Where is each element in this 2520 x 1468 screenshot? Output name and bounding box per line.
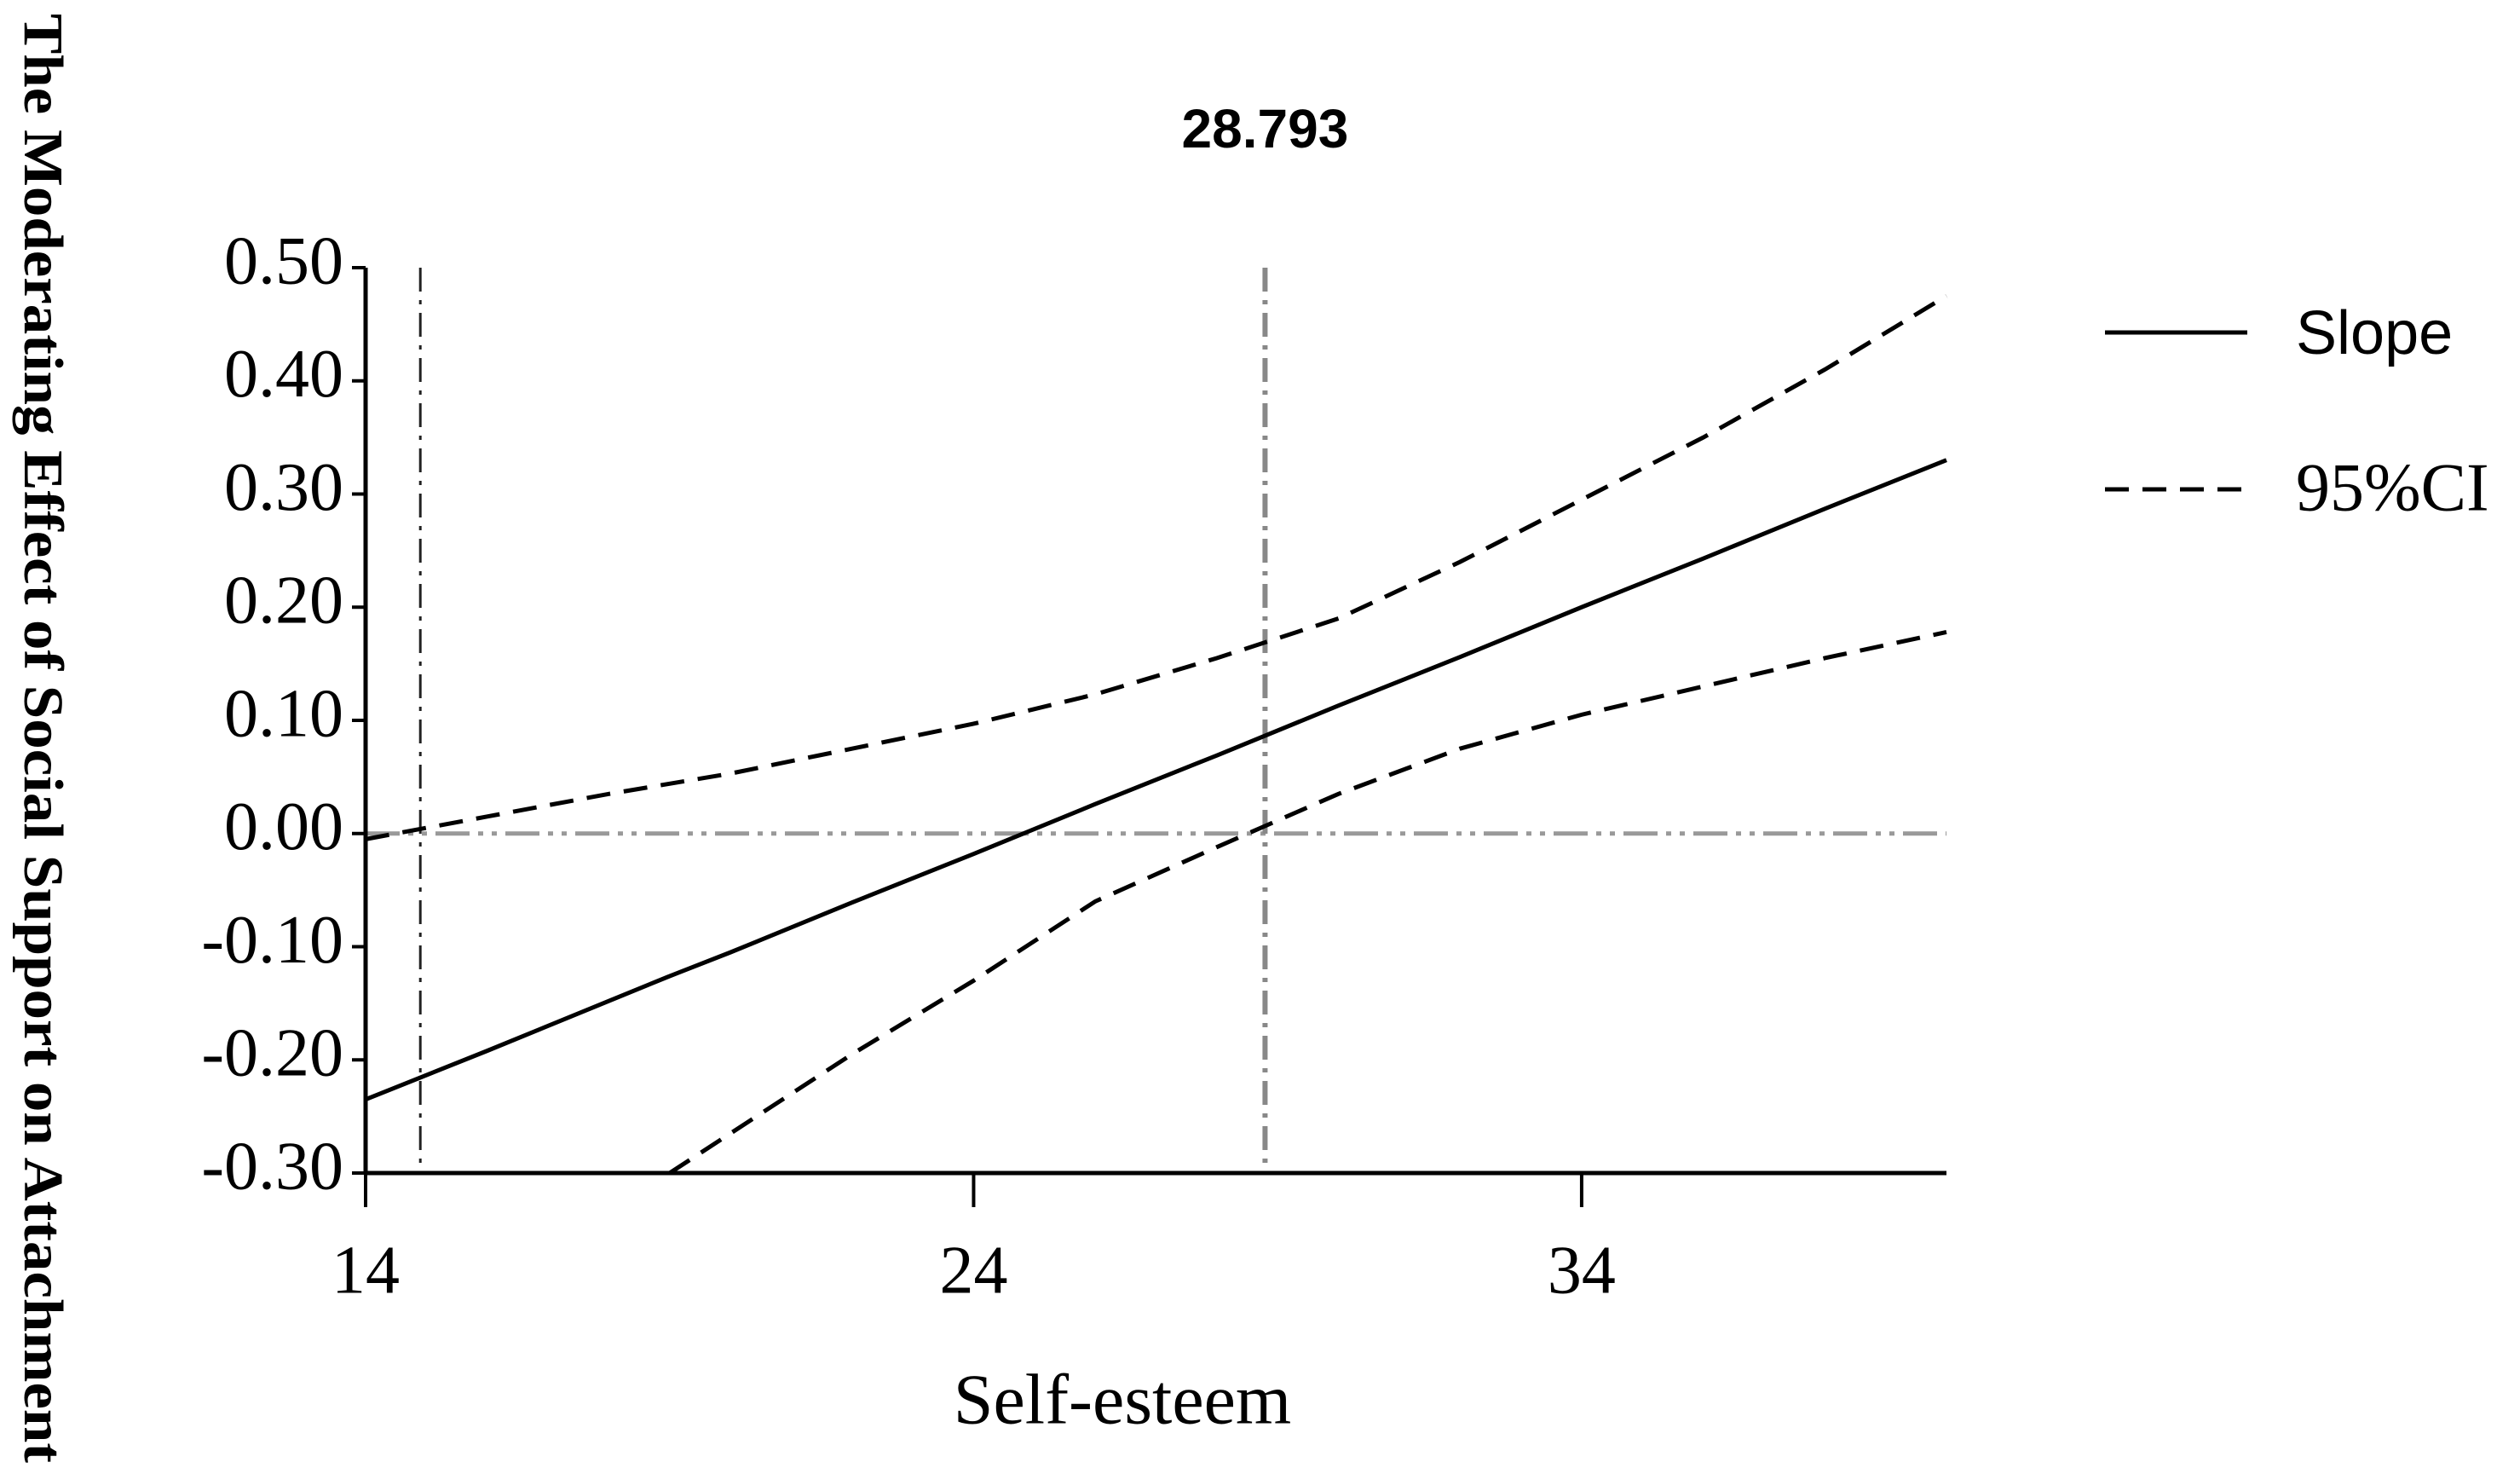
series-line bbox=[668, 630, 1947, 1176]
series-line bbox=[365, 294, 1948, 841]
y-tick-label: 0.40 bbox=[224, 337, 343, 412]
reference-label: 28.793 bbox=[1182, 98, 1349, 159]
y-tick-label: 0.30 bbox=[224, 450, 343, 525]
legend-label: 95%CI bbox=[2296, 450, 2489, 525]
x-tick-label: 14 bbox=[332, 1233, 400, 1308]
y-axis-label: The Moderating Effect of Social Support … bbox=[12, 14, 74, 1463]
series-line bbox=[365, 458, 1947, 1102]
y-tick-label: -0.20 bbox=[201, 1016, 343, 1091]
y-tick-label: -0.30 bbox=[201, 1129, 343, 1204]
y-tick-label: 0.50 bbox=[224, 223, 343, 298]
legend-label: Slope bbox=[2296, 299, 2453, 367]
y-tick-label: 0.00 bbox=[224, 789, 343, 864]
x-tick-label: 34 bbox=[1548, 1233, 1616, 1308]
y-tick-label: 0.20 bbox=[224, 564, 343, 639]
x-axis-label: Self-esteem bbox=[954, 1360, 1292, 1439]
y-tick-label: -0.10 bbox=[201, 903, 343, 978]
x-tick-label: 24 bbox=[939, 1233, 1007, 1308]
y-tick-label: 0.10 bbox=[224, 676, 343, 751]
